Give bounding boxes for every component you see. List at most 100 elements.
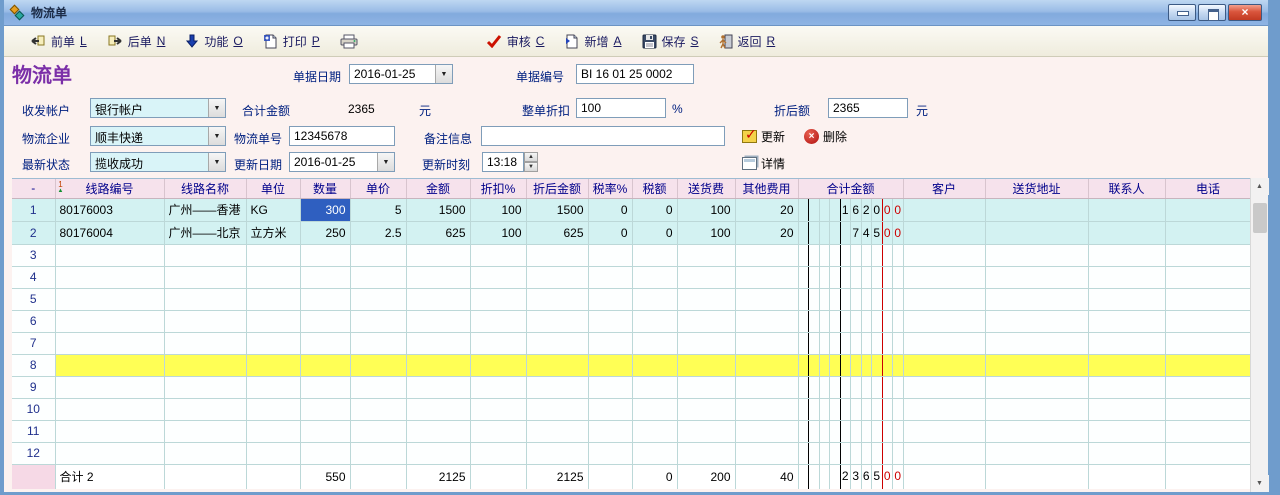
cell-phone[interactable] (1165, 198, 1250, 222)
remark-input[interactable] (481, 126, 725, 146)
cell-route-name[interactable]: 广州——香港 (164, 198, 247, 222)
cell-customer[interactable] (903, 310, 986, 333)
logistics-company-combo[interactable]: 顺丰快递 ▼ (90, 126, 226, 146)
cell-other-fee[interactable] (735, 420, 799, 443)
cell-unit[interactable]: KG (246, 198, 301, 222)
cell-contact[interactable] (1088, 288, 1166, 311)
account-combo[interactable]: 银行帐户 ▼ (90, 98, 226, 118)
cell-unit[interactable] (246, 266, 301, 289)
cell-contact[interactable] (1088, 266, 1166, 289)
cell-route-name[interactable] (164, 332, 247, 355)
row-number[interactable]: 5 (12, 288, 56, 311)
cell-phone[interactable] (1165, 266, 1250, 289)
printer-button[interactable] (340, 34, 358, 49)
cell-contact[interactable] (1088, 310, 1166, 333)
cell-phone[interactable] (1165, 221, 1250, 245)
chevron-down-icon[interactable]: ▼ (435, 65, 452, 83)
cell-customer[interactable] (903, 420, 986, 443)
cell-unit[interactable] (246, 288, 301, 311)
cell-amount[interactable] (406, 310, 471, 333)
cell-route-no[interactable] (55, 266, 165, 289)
cell-unit[interactable] (246, 420, 301, 443)
scrollbar-track[interactable] (1251, 195, 1269, 475)
cell-contact[interactable] (1088, 376, 1166, 399)
doc-date-combo[interactable]: 2016-01-25 ▼ (349, 64, 453, 84)
cell-discounted-amount[interactable]: 625 (526, 221, 589, 245)
cell-discounted-amount[interactable] (526, 266, 589, 289)
cell-discounted-amount[interactable] (526, 288, 589, 311)
cell-delivery-fee[interactable] (677, 244, 736, 267)
chevron-down-icon[interactable]: ▼ (377, 153, 394, 171)
cell-price[interactable]: 5 (350, 198, 407, 222)
cell-discount[interactable] (470, 244, 527, 267)
cell-discount[interactable] (470, 420, 527, 443)
cell-discount[interactable] (470, 442, 527, 465)
latest-status-combo[interactable]: 揽收成功 ▼ (90, 152, 226, 172)
cell-tax-rate[interactable] (588, 398, 633, 421)
cell-qty[interactable] (300, 266, 351, 289)
cell-customer[interactable] (903, 354, 986, 377)
cell-other-fee[interactable] (735, 310, 799, 333)
cell-route-name[interactable] (164, 310, 247, 333)
discounted-amount-input[interactable]: 2365 (828, 98, 908, 118)
cell-qty[interactable] (300, 442, 351, 465)
cell-route-no[interactable] (55, 376, 165, 399)
cell-route-no[interactable] (55, 398, 165, 421)
cell-qty[interactable] (300, 332, 351, 355)
print-button[interactable]: 打印 P (263, 33, 320, 50)
cell-discounted-amount[interactable] (526, 244, 589, 267)
cell-tax-rate[interactable] (588, 244, 633, 267)
cell-route-no[interactable] (55, 288, 165, 311)
cell-delivery-fee[interactable] (677, 354, 736, 377)
cell-delivery-address[interactable] (985, 442, 1089, 465)
cell-total-amount[interactable] (798, 244, 904, 267)
cell-delivery-address[interactable] (985, 398, 1089, 421)
cell-amount[interactable] (406, 332, 471, 355)
cell-customer[interactable] (903, 332, 986, 355)
row-number[interactable]: 11 (12, 420, 56, 443)
cell-phone[interactable] (1165, 332, 1250, 355)
cell-phone[interactable] (1165, 288, 1250, 311)
cell-discount[interactable] (470, 288, 527, 311)
cell-price[interactable] (350, 288, 407, 311)
cell-delivery-fee[interactable] (677, 376, 736, 399)
cell-other-fee[interactable] (735, 354, 799, 377)
cell-discounted-amount[interactable] (526, 420, 589, 443)
cell-route-no[interactable] (55, 244, 165, 267)
cell-route-no[interactable]: 80176004 (55, 221, 165, 245)
cell-tax[interactable] (632, 266, 678, 289)
maximize-button[interactable] (1198, 4, 1226, 21)
new-button[interactable]: 新增 A (564, 33, 622, 50)
cell-delivery-address[interactable] (985, 332, 1089, 355)
cell-qty[interactable]: 250 (300, 221, 351, 245)
cell-contact[interactable] (1088, 354, 1166, 377)
cell-delivery-fee[interactable] (677, 420, 736, 443)
cell-route-name[interactable] (164, 398, 247, 421)
cell-tax[interactable]: 0 (632, 221, 678, 245)
cell-discounted-amount[interactable] (526, 376, 589, 399)
row-number[interactable]: 9 (12, 376, 56, 399)
cell-tax[interactable] (632, 310, 678, 333)
minimize-button[interactable] (1168, 4, 1196, 21)
cell-phone[interactable] (1165, 376, 1250, 399)
cell-price[interactable] (350, 420, 407, 443)
cell-qty[interactable] (300, 398, 351, 421)
cell-delivery-fee[interactable] (677, 332, 736, 355)
cell-delivery-address[interactable] (985, 198, 1089, 222)
cell-total-amount[interactable] (798, 288, 904, 311)
update-time-input[interactable]: 13:18 (482, 152, 524, 172)
cell-contact[interactable] (1088, 420, 1166, 443)
cell-other-fee[interactable] (735, 398, 799, 421)
cell-discounted-amount[interactable] (526, 442, 589, 465)
cell-unit[interactable] (246, 310, 301, 333)
cell-other-fee[interactable] (735, 266, 799, 289)
cell-route-no[interactable] (55, 354, 165, 377)
cell-contact[interactable] (1088, 198, 1166, 222)
cell-delivery-address[interactable] (985, 266, 1089, 289)
delete-button[interactable]: × 删除 (804, 128, 847, 145)
cell-unit[interactable] (246, 354, 301, 377)
cell-other-fee[interactable]: 20 (735, 221, 799, 245)
cell-tax[interactable] (632, 332, 678, 355)
cell-other-fee[interactable] (735, 332, 799, 355)
